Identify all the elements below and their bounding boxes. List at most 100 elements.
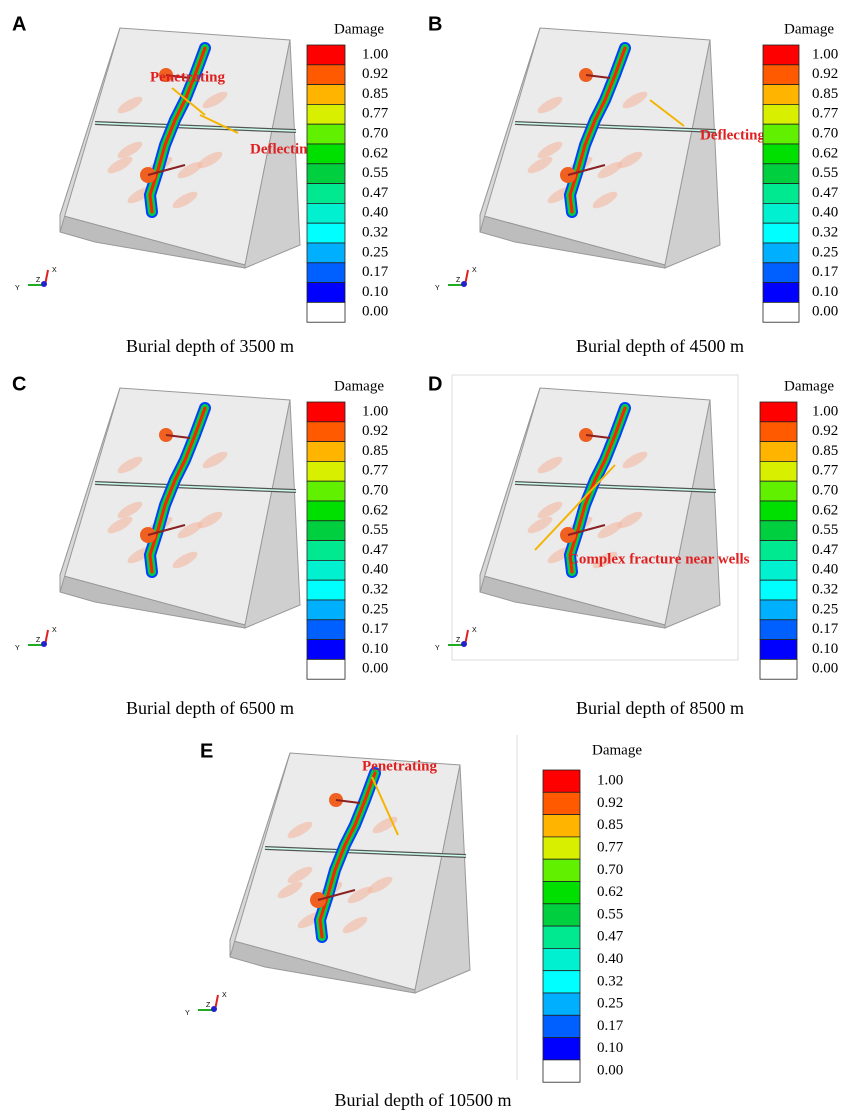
- legend-swatch: [542, 903, 581, 927]
- legend-label: 0.62: [362, 502, 388, 518]
- annotation-arrow: [171, 87, 206, 116]
- axis-label: Y: [15, 285, 20, 292]
- fault-inner: [514, 122, 717, 132]
- annotation: Complex fracture near wells: [568, 551, 750, 567]
- box-left: [59, 387, 121, 593]
- perforation-cloud: [592, 551, 618, 569]
- perforation-cloud: [597, 521, 623, 539]
- legend-swatch: [759, 401, 798, 423]
- perforation-cloud: [527, 516, 553, 534]
- legend-swatch: [306, 282, 346, 303]
- legend-label: 0.32: [362, 582, 388, 598]
- legend-swatch: [542, 970, 581, 994]
- well-path: [567, 524, 606, 536]
- perforation-cloud: [197, 511, 223, 529]
- legend-swatch: [306, 520, 346, 541]
- legend-label: 0.85: [362, 443, 388, 459]
- legend-label: 0.85: [812, 443, 838, 459]
- perforation-cloud: [537, 141, 563, 159]
- perforation-cloud: [342, 916, 368, 934]
- legend-swatch: [306, 540, 346, 561]
- legend-label: 0.40: [812, 562, 838, 578]
- legend-label: 0.40: [597, 951, 623, 967]
- perforation-cloud: [177, 161, 203, 179]
- perforation-cloud: [277, 881, 303, 899]
- axis-label: X: [222, 992, 227, 999]
- axis-label: Z: [456, 277, 461, 284]
- legend-swatch: [762, 104, 800, 125]
- perforation-cloud: [107, 516, 133, 534]
- axis-label: Y: [15, 645, 20, 652]
- legend-swatch: [306, 44, 346, 66]
- perforation-cloud: [592, 191, 618, 209]
- axis-triad: [41, 641, 47, 647]
- well-path: [335, 799, 361, 804]
- well-path: [567, 164, 606, 176]
- legend-swatch: [759, 560, 798, 581]
- box-left: [479, 27, 541, 233]
- legend-label: 0.55: [362, 522, 388, 538]
- legend-label: 0.92: [362, 423, 388, 439]
- legend-swatch: [542, 925, 581, 949]
- legend-label: 1.00: [362, 403, 388, 419]
- legend-label: 0.10: [812, 284, 838, 300]
- legend-swatch: [306, 639, 346, 660]
- caption: Burial depth of 6500 m: [126, 698, 294, 718]
- caption: Burial depth of 10500 m: [335, 1090, 512, 1110]
- legend-label: 0.10: [812, 641, 838, 657]
- legend-swatch: [762, 301, 800, 323]
- perforation-cloud: [172, 551, 198, 569]
- legend-swatch: [542, 992, 581, 1016]
- perforation-cloud: [197, 151, 223, 169]
- legend-label: 0.25: [362, 601, 388, 617]
- perforation-cloud: [527, 156, 553, 174]
- legend-label: 0.17: [812, 264, 839, 280]
- perforation-cloud: [117, 501, 143, 519]
- legend-swatch: [306, 500, 346, 522]
- legend-swatch: [762, 262, 800, 283]
- legend-label: 0.55: [362, 165, 388, 181]
- legend-swatch: [759, 599, 798, 621]
- legend-label: 0.00: [812, 661, 838, 677]
- legend-label: 0.32: [812, 582, 838, 598]
- legend-swatch: [759, 480, 798, 502]
- legend-swatch: [306, 84, 346, 105]
- legend-swatch: [306, 143, 346, 165]
- annotation-arrow: [534, 464, 616, 551]
- well-path: [165, 434, 191, 439]
- perforation-cloud: [622, 91, 648, 109]
- legend-label: 0.17: [362, 264, 389, 280]
- legend-label: 0.25: [597, 996, 623, 1012]
- perforation-cloud: [287, 866, 313, 884]
- well-path: [317, 889, 356, 901]
- axis-label: Z: [206, 1002, 211, 1009]
- legend-swatch: [306, 460, 346, 482]
- legend-swatch: [306, 560, 346, 581]
- legend-swatch: [306, 64, 346, 86]
- legend-swatch: [542, 769, 581, 793]
- axis-label: Z: [36, 277, 41, 284]
- legend-label: 0.92: [812, 423, 838, 439]
- legend-label: 0.32: [362, 225, 388, 241]
- well-path: [585, 74, 611, 79]
- panel-label: B: [428, 13, 442, 35]
- legend-swatch: [306, 599, 346, 621]
- legend-swatch: [306, 123, 346, 145]
- legend-label: 0.47: [597, 929, 624, 945]
- legend-swatch: [762, 143, 800, 165]
- perforation-cloud: [597, 161, 623, 179]
- perforation-cloud: [202, 451, 228, 469]
- legend-swatch: [762, 222, 800, 244]
- panel-label: A: [12, 13, 26, 35]
- legend-swatch: [306, 401, 346, 423]
- model-view: Y Z X: [15, 27, 301, 292]
- legend-label: 1.00: [597, 773, 623, 789]
- axis-label: X: [472, 627, 477, 634]
- legend-label: 0.62: [812, 145, 838, 161]
- legend-label: 0.47: [362, 185, 389, 201]
- panel-label: C: [12, 373, 26, 395]
- legend-swatch: [542, 836, 581, 860]
- legend-label: 0.32: [597, 973, 623, 989]
- legend-swatch: [542, 1014, 581, 1038]
- legend-label: 0.47: [362, 542, 389, 558]
